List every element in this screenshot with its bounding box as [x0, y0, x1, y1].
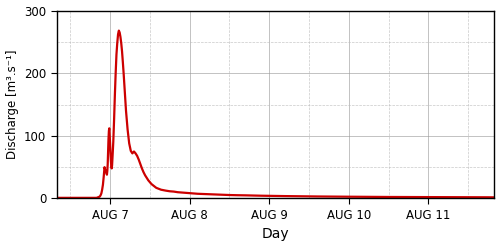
Y-axis label: Discharge [m³.s⁻¹]: Discharge [m³.s⁻¹] — [6, 50, 18, 159]
X-axis label: Day: Day — [262, 227, 289, 242]
